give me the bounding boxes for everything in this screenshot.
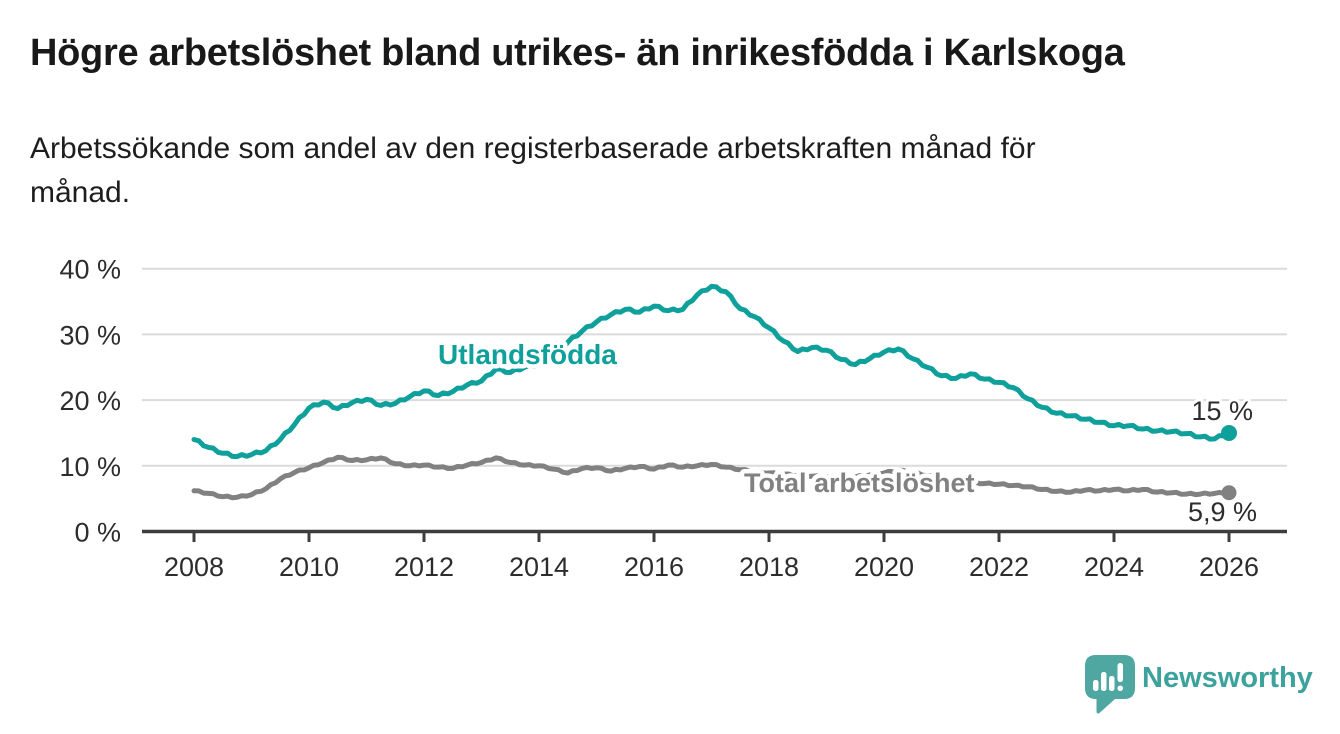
y-tick-label: 30 %: [59, 320, 121, 350]
newsworthy-logo: Newsworthy: [1084, 654, 1313, 714]
chart-subtitle-line-2: månad.: [30, 176, 131, 209]
logo-bar-1: [1093, 680, 1099, 691]
x-tick-label: 2014: [509, 552, 569, 582]
x-tick-label: 2022: [969, 552, 1029, 582]
logo-exclamation-dot: [1117, 685, 1123, 691]
chart-title: Högre arbetslöshet bland utrikes- än inr…: [30, 32, 1125, 74]
y-tick-label: 40 %: [59, 255, 121, 285]
series-end-dot: [1221, 485, 1237, 501]
x-tick-label: 2016: [624, 552, 684, 582]
chart-subtitle: Arbetssökande som andel av den registerb…: [30, 127, 1270, 215]
series-end-dot: [1221, 424, 1237, 441]
series-end-value-label: 5,9 %: [1188, 497, 1257, 527]
y-tick-label: 10 %: [59, 452, 121, 482]
series-end-value-label: 15 %: [1191, 396, 1253, 426]
logo-bar-3: [1109, 676, 1115, 691]
x-tick-label: 2024: [1084, 552, 1144, 582]
x-tick-label: 2010: [279, 552, 339, 582]
x-tick-label: 2026: [1199, 552, 1259, 582]
series-line-utlandsfodda: [191, 283, 1232, 460]
series-label: Utlandsfödda: [438, 339, 617, 370]
newsworthy-logo-icon: [1085, 655, 1135, 714]
x-tick-label: 2020: [854, 552, 914, 582]
x-tick-label: 2012: [394, 552, 454, 582]
chart-subtitle-line-1: Arbetssökande som andel av den registerb…: [30, 132, 1036, 165]
series-line-total: [191, 454, 1232, 501]
x-tick-label: 2018: [739, 552, 799, 582]
y-tick-label: 20 %: [59, 386, 121, 416]
y-tick-label: 0 %: [74, 518, 121, 548]
series-label: Total arbetslöshet: [744, 468, 975, 498]
newsworthy-logo-text: Newsworthy: [1142, 662, 1313, 694]
x-tick-label: 2008: [164, 552, 224, 582]
logo-exclamation-bar: [1117, 663, 1123, 682]
logo-bar-2: [1101, 672, 1107, 691]
